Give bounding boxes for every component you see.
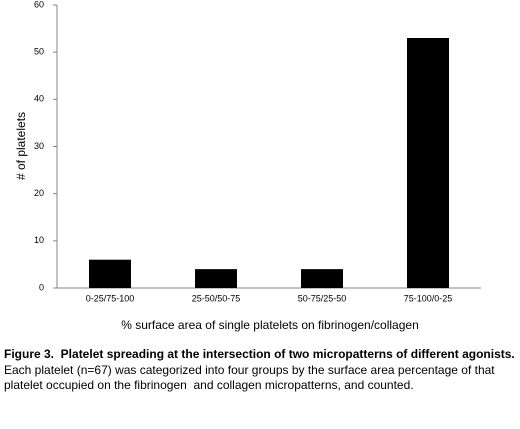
y-tick-label: 30 xyxy=(34,141,44,151)
bar xyxy=(301,269,343,288)
caption-title: Figure 3. Platelet spreading at the inte… xyxy=(4,347,515,361)
y-tick-label: 60 xyxy=(34,0,44,9)
x-tick-label: 25-50/50-75 xyxy=(192,293,241,303)
x-axis-title: % surface area of single platelets on fi… xyxy=(121,318,419,332)
bar xyxy=(407,38,449,289)
y-tick-label: 0 xyxy=(39,282,44,292)
y-tick-label: 10 xyxy=(34,235,44,245)
bar xyxy=(195,269,237,288)
figure-caption: Figure 3. Platelet spreading at the inte… xyxy=(4,347,516,394)
x-tick-label: 0-25/75-100 xyxy=(86,293,135,303)
bar xyxy=(89,259,131,288)
y-tick-label: 50 xyxy=(34,47,44,57)
y-tick-label: 20 xyxy=(34,188,44,198)
x-tick-label: 75-100/0-25 xyxy=(404,293,453,303)
caption-text: Each platelet (n=67) was categorized int… xyxy=(4,362,498,393)
chart: # of platelets % surface area of single … xyxy=(14,0,481,332)
y-axis-title: # of platelets xyxy=(14,112,28,180)
x-tick-label: 50-75/25-50 xyxy=(298,293,347,303)
y-tick-label: 40 xyxy=(34,94,44,104)
